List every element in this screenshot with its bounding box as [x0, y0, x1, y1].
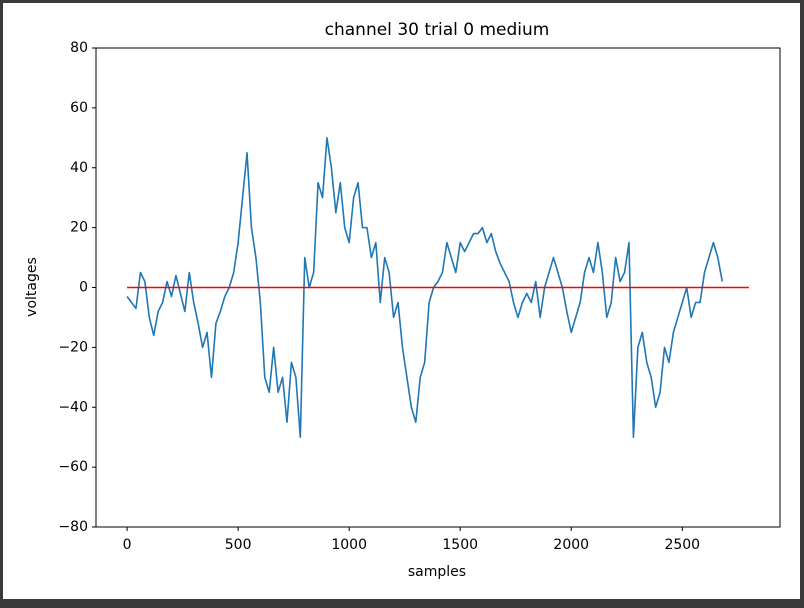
- chart-title: channel 30 trial 0 medium: [325, 20, 550, 40]
- plot-frame: [95, 47, 781, 528]
- y-tick-label: 60: [70, 100, 88, 116]
- y-tick-label: −80: [58, 519, 88, 535]
- x-axis-label: samples: [408, 564, 466, 580]
- x-tick-label: 1000: [331, 537, 367, 553]
- y-tick-label: 40: [70, 160, 88, 176]
- x-tick-label: 0: [123, 537, 132, 553]
- data-line: [126, 137, 724, 438]
- y-tick-label: 20: [70, 220, 88, 236]
- x-tick-label: 500: [225, 537, 252, 553]
- y-tick-label: 80: [70, 40, 88, 56]
- x-tick-label: 2500: [664, 537, 700, 553]
- y-tick-label: −20: [58, 339, 88, 355]
- y-tick-label: −40: [58, 399, 88, 415]
- y-tick-label: −60: [58, 459, 88, 475]
- figure-background: [3, 3, 800, 599]
- x-tick-label: 2000: [553, 537, 589, 553]
- x-tick-label: 1500: [442, 537, 478, 553]
- y-axis-label: voltages: [24, 257, 40, 317]
- y-tick-label: 0: [79, 280, 88, 296]
